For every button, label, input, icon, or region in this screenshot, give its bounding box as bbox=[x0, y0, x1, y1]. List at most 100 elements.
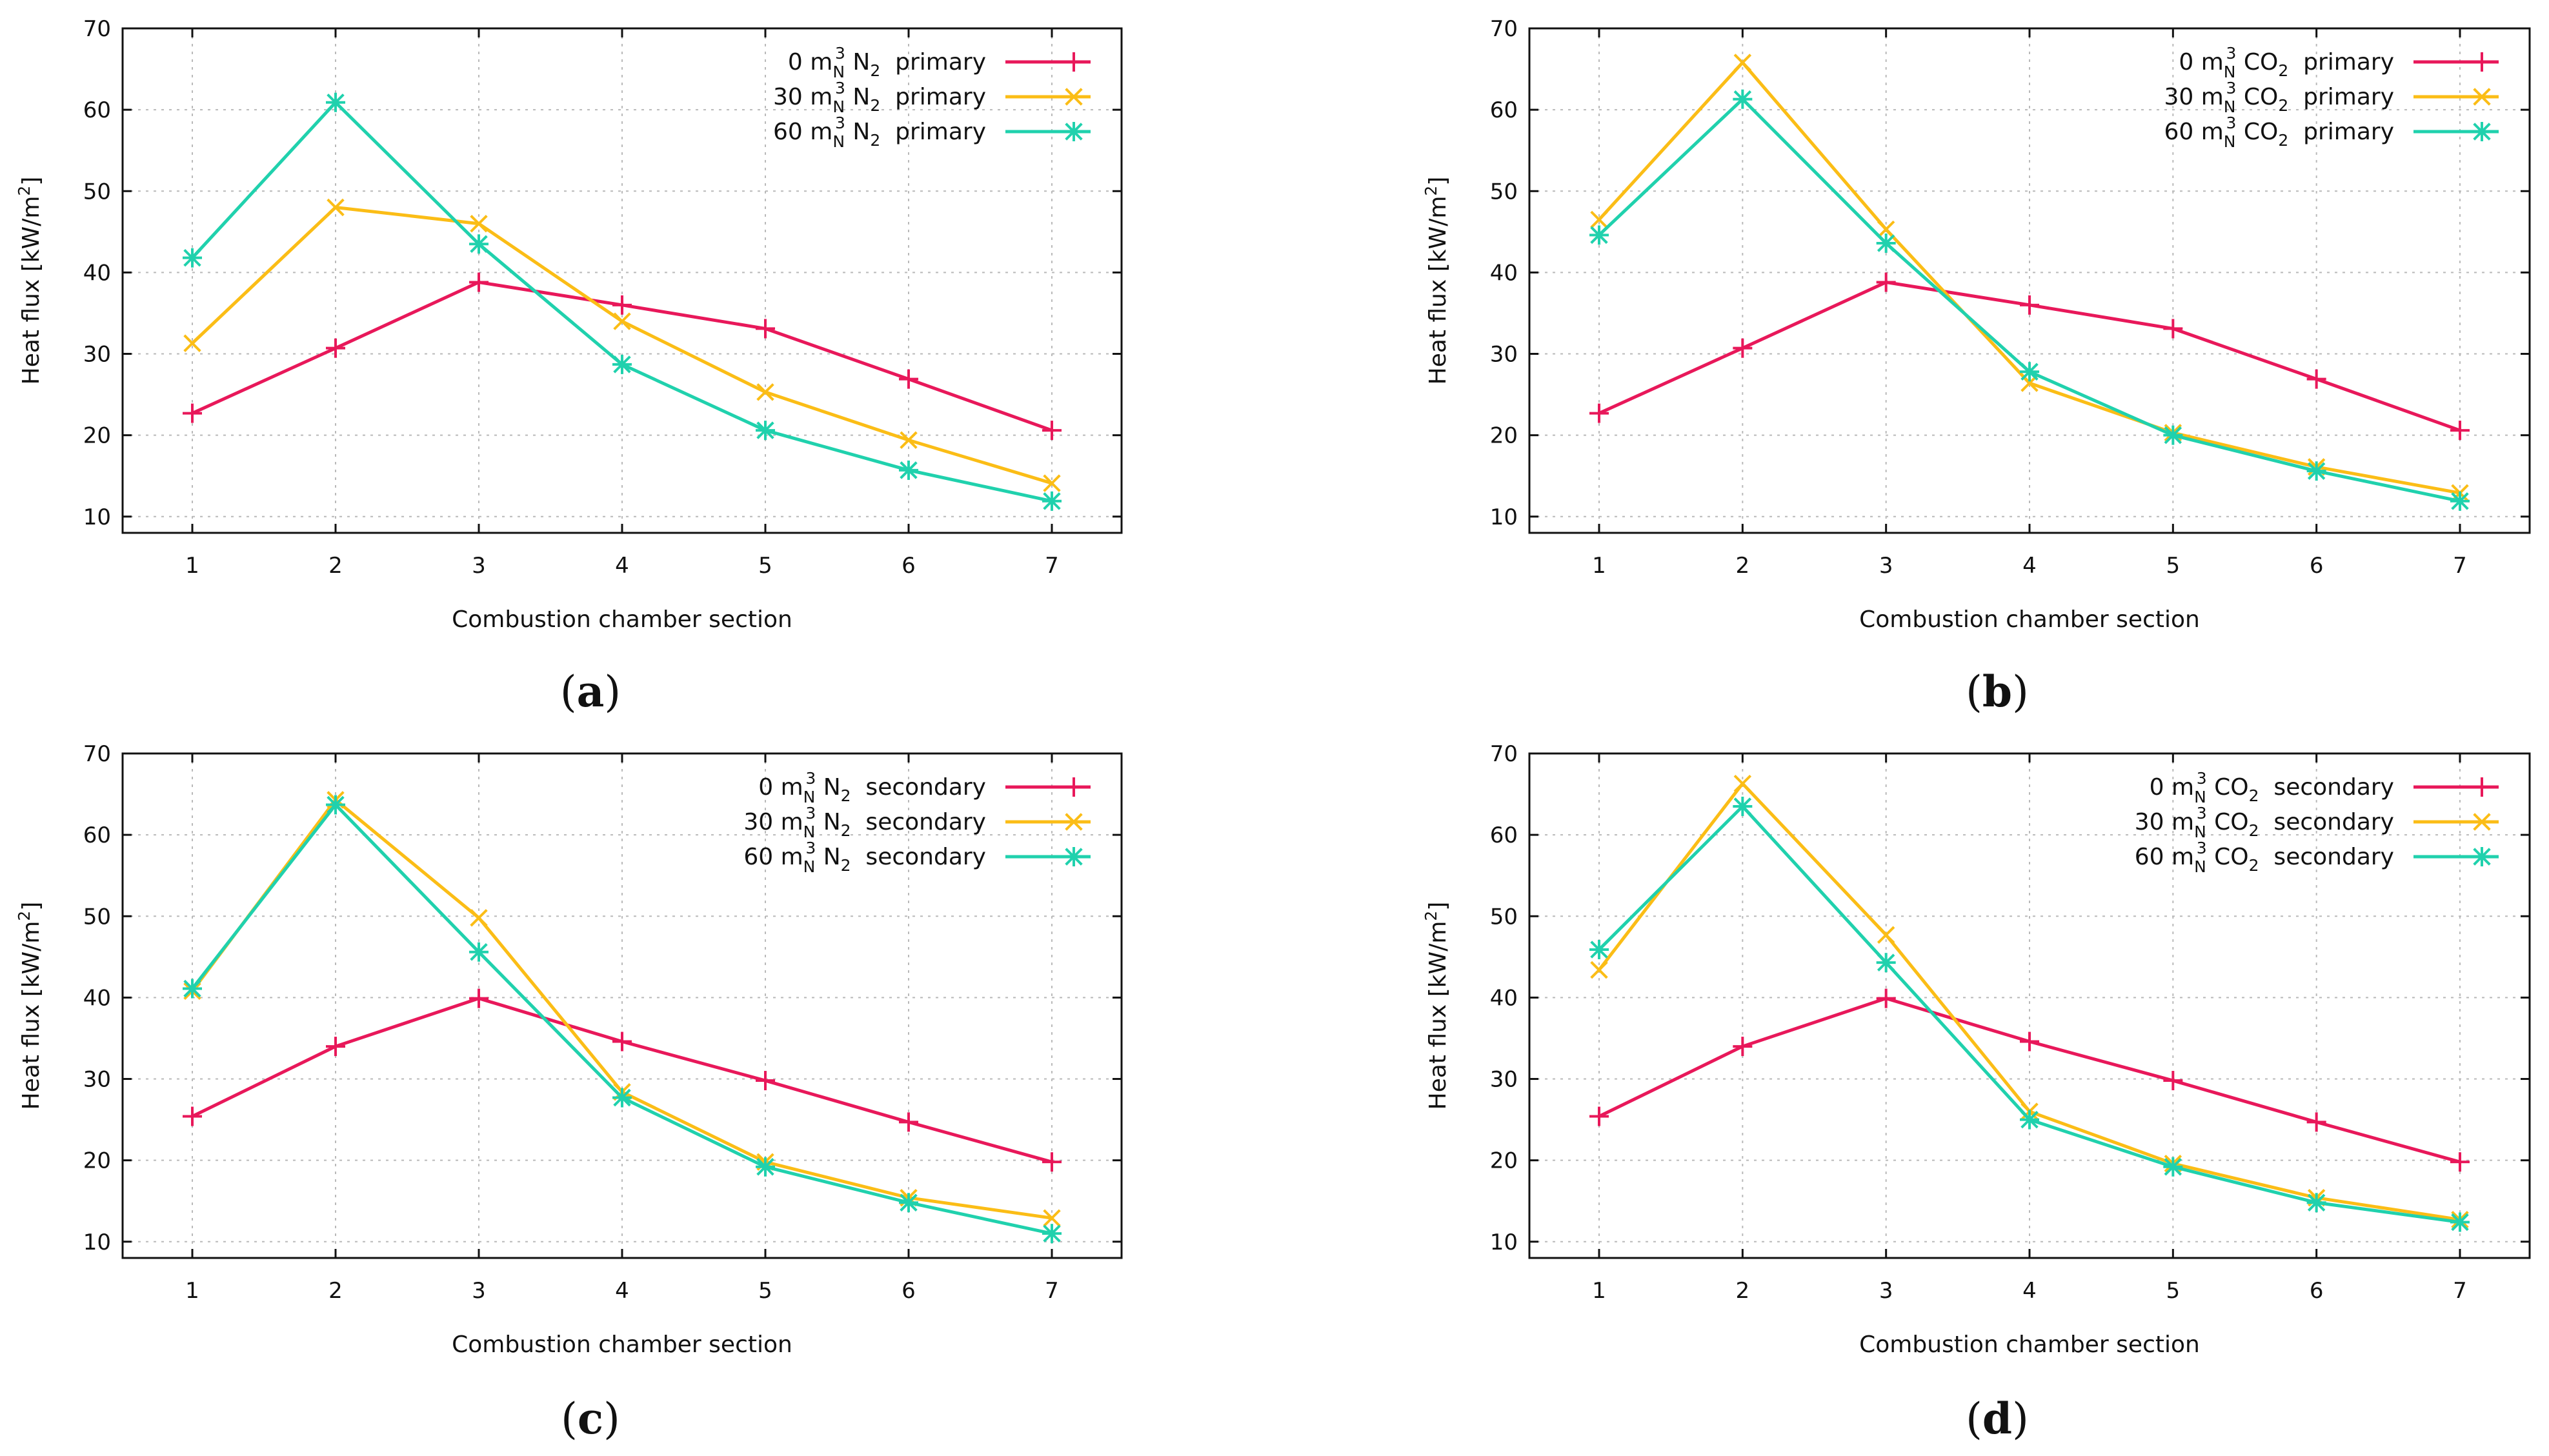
data-point bbox=[2163, 425, 2183, 445]
data-point bbox=[2020, 295, 2039, 315]
x-tick-label: 2 bbox=[328, 553, 343, 579]
y-tick-label: 40 bbox=[1490, 260, 1518, 286]
x-tick-label: 6 bbox=[2310, 1278, 2324, 1304]
x-tick-label: 3 bbox=[1879, 553, 1893, 579]
y-tick-label: 10 bbox=[83, 1230, 111, 1255]
subfigure-caption: (c) bbox=[561, 1393, 620, 1444]
data-point bbox=[899, 460, 918, 480]
data-point bbox=[469, 234, 489, 254]
legend-marker bbox=[2473, 88, 2491, 106]
legend-entry: 30 mN3 N2 secondary bbox=[743, 804, 1091, 841]
data-point bbox=[1042, 421, 1062, 441]
y-tick-label: 10 bbox=[83, 504, 111, 530]
data-point bbox=[1733, 1037, 1753, 1057]
legend-marker bbox=[1064, 847, 1083, 866]
x-axis-label: Combustion chamber section bbox=[452, 1331, 792, 1358]
y-tick-label: 70 bbox=[1490, 741, 1518, 767]
data-point bbox=[900, 431, 918, 449]
chart-panel-c: 10 20 30 40 50 60 70 1 2 3 4 5 6 7 Combustion chamber … bbox=[15, 741, 1123, 1444]
x-tick-label: 1 bbox=[185, 553, 199, 579]
data-point bbox=[327, 198, 345, 217]
data-point bbox=[183, 334, 201, 352]
data-point bbox=[1733, 89, 1753, 109]
x-tick-label: 1 bbox=[185, 1278, 199, 1304]
legend-label: 30 mN3 N2 primary bbox=[773, 79, 986, 116]
data-point bbox=[2020, 1110, 2039, 1130]
x-tick-label: 5 bbox=[2166, 1278, 2181, 1304]
legend-marker bbox=[1064, 122, 1083, 141]
data-point bbox=[469, 272, 489, 292]
legend-marker bbox=[2472, 122, 2492, 141]
data-point bbox=[2306, 461, 2326, 481]
legend-marker bbox=[2473, 813, 2491, 831]
series-60-N2-primary bbox=[183, 92, 1062, 511]
data-point bbox=[1042, 1152, 1062, 1172]
legend-entry: 0 mN3 CO2 secondary bbox=[2150, 769, 2499, 806]
y-tick-label: 20 bbox=[1490, 1148, 1518, 1174]
y-tick-label: 70 bbox=[83, 741, 111, 767]
series-0-N2-primary bbox=[183, 272, 1062, 441]
data-point bbox=[1876, 953, 1896, 973]
legend-entry: 0 mN3 CO2 primary bbox=[2179, 44, 2499, 81]
x-tick-label: 7 bbox=[1045, 553, 1059, 579]
data-point bbox=[2306, 369, 2326, 389]
legend-entry: 0 mN3 N2 secondary bbox=[758, 769, 1091, 806]
y-tick-label: 30 bbox=[1490, 342, 1518, 368]
data-point bbox=[1733, 338, 1753, 358]
x-tick-label: 1 bbox=[1592, 1278, 1606, 1304]
legend-label: 60 mN3 CO2 primary bbox=[2164, 114, 2394, 151]
y-axis-label: Heat flux [kW/m2] bbox=[1422, 177, 1451, 385]
x-tick-label: 1 bbox=[1592, 553, 1606, 579]
legend-label: 60 mN3 N2 secondary bbox=[743, 839, 986, 876]
data-point bbox=[756, 383, 774, 401]
data-point bbox=[1042, 491, 1062, 511]
y-tick-label: 70 bbox=[1490, 16, 1518, 42]
legend-label: 30 mN3 N2 secondary bbox=[743, 804, 986, 841]
subfigure-caption: (d) bbox=[1966, 1393, 2029, 1444]
chart-panel-a: 10 20 30 40 50 60 70 1 2 3 4 5 6 7 Combustion chamber … bbox=[15, 16, 1123, 717]
data-point bbox=[899, 369, 918, 389]
data-point bbox=[612, 295, 632, 315]
y-tick-label: 30 bbox=[1490, 1067, 1518, 1093]
data-point bbox=[470, 214, 488, 233]
subfigure-caption: (b) bbox=[1966, 666, 2029, 717]
subfigure-caption: (a) bbox=[560, 666, 621, 717]
chart-panel-b: 10 20 30 40 50 60 70 1 2 3 4 5 6 7 Combustion chamber … bbox=[1422, 16, 2531, 717]
series-60-CO2-secondary bbox=[1589, 796, 2470, 1232]
x-tick-label: 5 bbox=[758, 1278, 772, 1304]
y-tick-label: 60 bbox=[1490, 97, 1518, 123]
x-tick-label: 3 bbox=[472, 553, 486, 579]
data-point bbox=[756, 1071, 775, 1091]
x-tick-label: 6 bbox=[902, 553, 916, 579]
chart-panel-d: 10 20 30 40 50 60 70 1 2 3 4 5 6 7 Combustion chamber … bbox=[1422, 741, 2531, 1444]
series-60-N2-secondary bbox=[183, 795, 1062, 1244]
data-point bbox=[470, 909, 488, 927]
data-point bbox=[326, 795, 345, 815]
legend-label: 60 mN3 CO2 secondary bbox=[2135, 839, 2394, 876]
data-point bbox=[183, 248, 202, 268]
y-axis-label: Heat flux [kW/m2] bbox=[15, 177, 45, 385]
x-tick-label: 4 bbox=[2022, 553, 2037, 579]
legend-entry: 30 mN3 CO2 primary bbox=[2164, 79, 2499, 116]
series-0-N2-secondary bbox=[183, 988, 1062, 1172]
data-point bbox=[756, 319, 775, 339]
y-tick-label: 40 bbox=[83, 260, 111, 286]
y-tick-label: 30 bbox=[83, 342, 111, 368]
x-tick-label: 3 bbox=[472, 1278, 486, 1304]
x-tick-label: 7 bbox=[2453, 553, 2467, 579]
y-tick-label: 20 bbox=[83, 423, 111, 449]
y-axis-label: Heat flux [kW/m2] bbox=[15, 902, 45, 1110]
x-tick-label: 5 bbox=[2166, 553, 2181, 579]
y-tick-label: 50 bbox=[1490, 904, 1518, 930]
legend-entry: 60 mN3 N2 secondary bbox=[743, 839, 1091, 876]
series-60-CO2-primary bbox=[1589, 89, 2470, 511]
y-tick-label: 20 bbox=[1490, 423, 1518, 449]
y-tick-label: 40 bbox=[83, 985, 111, 1011]
legend-entry: 30 mN3 N2 primary bbox=[773, 79, 1091, 116]
y-tick-label: 10 bbox=[1490, 1230, 1518, 1255]
legend-label: 30 mN3 CO2 primary bbox=[2164, 79, 2394, 116]
data-point bbox=[1589, 1106, 1609, 1126]
y-tick-label: 60 bbox=[1490, 823, 1518, 848]
